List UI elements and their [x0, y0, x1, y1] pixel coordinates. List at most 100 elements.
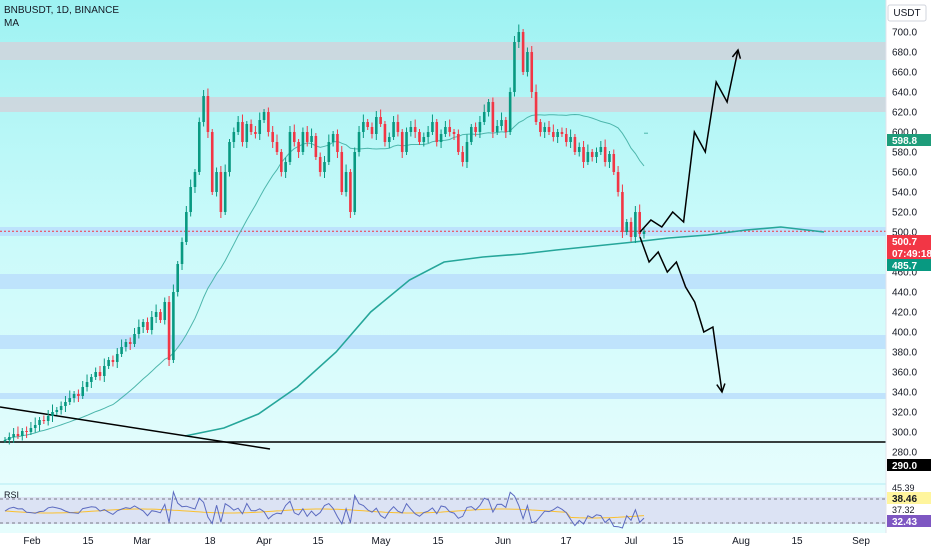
zone-2 — [0, 97, 886, 112]
candle — [582, 141, 585, 168]
candle — [284, 157, 287, 178]
candle — [223, 164, 227, 215]
candle — [236, 116, 240, 135]
svg-text:07:49:18: 07:49:18 — [892, 249, 932, 260]
candle — [526, 47, 529, 77]
rsi-badge: 32.43 — [887, 515, 931, 528]
candle — [3, 437, 7, 443]
candle — [560, 127, 564, 137]
candle — [474, 122, 477, 137]
candle — [193, 169, 197, 193]
candle — [508, 87, 512, 135]
candle — [262, 109, 266, 123]
candle — [482, 104, 486, 125]
candle — [603, 139, 607, 167]
symbol-label[interactable]: BNBUSDT, 1D, BINANCE — [4, 5, 119, 16]
candle — [55, 407, 59, 415]
candle — [163, 297, 167, 325]
candle — [530, 46, 534, 98]
candle — [590, 149, 594, 162]
support-resistance-zones — [0, 42, 886, 399]
candle — [103, 358, 106, 382]
bearish-scenario-arrow — [639, 236, 723, 393]
candle — [128, 337, 132, 350]
candle — [68, 390, 72, 405]
rsi-tick-label: 37.32 — [892, 505, 915, 515]
candle — [64, 396, 67, 412]
candle — [310, 128, 313, 148]
candle — [457, 129, 460, 155]
candle — [154, 304, 158, 323]
candle — [258, 112, 262, 140]
price-tick-label: 360.0 — [892, 368, 917, 379]
candle — [487, 99, 490, 117]
candle — [387, 132, 391, 148]
candle — [210, 129, 214, 195]
ma-slow-line — [184, 226, 825, 437]
candle — [81, 381, 85, 399]
candle — [292, 124, 296, 147]
candle — [370, 122, 374, 139]
candle — [275, 134, 279, 155]
svg-text:598.8: 598.8 — [892, 136, 917, 147]
candle — [422, 132, 426, 147]
price-tick-label: 320.0 — [892, 408, 917, 419]
price-tick-label: 640.0 — [892, 88, 917, 99]
candle — [344, 164, 348, 197]
price-tick-label: 700.0 — [892, 28, 917, 39]
candle — [133, 328, 136, 347]
candle — [564, 128, 568, 147]
candle — [634, 206, 637, 243]
time-tick-label: 15 — [791, 536, 803, 547]
candle — [172, 284, 175, 363]
candlestick-series — [3, 24, 646, 445]
svg-text:32.43: 32.43 — [892, 517, 917, 528]
zone-1 — [0, 42, 886, 60]
currency-button[interactable] — [887, 4, 927, 22]
time-tick-label: Mar — [133, 536, 151, 547]
rsi-band — [0, 497, 886, 524]
candle — [608, 151, 611, 168]
candle — [245, 121, 249, 148]
candle — [366, 119, 369, 130]
candle — [444, 121, 447, 137]
zone-6 — [0, 393, 886, 399]
candle — [586, 144, 590, 165]
candle — [439, 129, 443, 148]
candle — [189, 179, 192, 217]
candle — [232, 127, 236, 148]
candle — [616, 166, 620, 197]
candle — [176, 261, 180, 297]
candle — [185, 206, 188, 245]
candle — [94, 367, 97, 380]
candle — [478, 116, 482, 138]
price-tick-label: 420.0 — [892, 308, 917, 319]
candle — [452, 129, 456, 140]
chart-background — [0, 0, 886, 484]
candle — [90, 374, 93, 388]
candle — [124, 339, 128, 352]
candle — [405, 127, 408, 155]
candle — [375, 111, 378, 140]
candle — [331, 131, 335, 147]
candle — [12, 428, 15, 443]
price-tick-label: 520.0 — [892, 208, 917, 219]
candle — [409, 121, 413, 137]
candle — [552, 124, 555, 142]
price-badge: 07:49:18 — [887, 247, 932, 260]
price-tick-label: 580.0 — [892, 148, 917, 159]
descending-trend-line — [0, 406, 271, 450]
rsi-tick-label: 45.39 — [892, 483, 915, 493]
time-tick-label: 15 — [432, 536, 444, 547]
candle — [521, 29, 525, 75]
bullish-scenario-arrow — [639, 49, 739, 233]
time-tick-label: 18 — [204, 536, 216, 547]
candle — [539, 119, 542, 137]
candle — [327, 134, 331, 165]
price-tick-label: 400.0 — [892, 328, 917, 339]
time-axis[interactable] — [0, 533, 886, 550]
indicator-label[interactable]: MA — [4, 18, 19, 29]
candle — [495, 120, 499, 135]
time-tick-label: 15 — [312, 536, 324, 547]
